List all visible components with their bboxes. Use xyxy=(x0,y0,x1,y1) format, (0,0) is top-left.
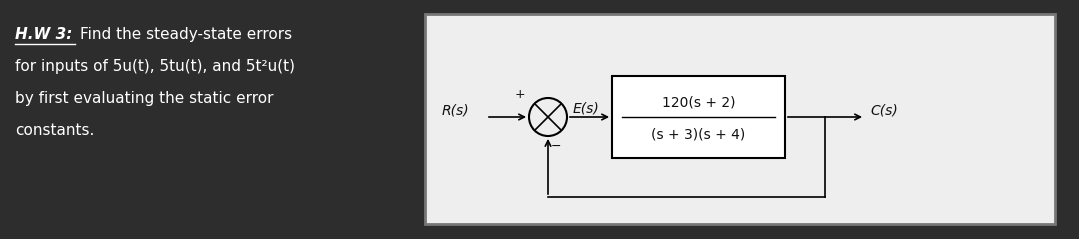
Text: (s + 3)(s + 4): (s + 3)(s + 4) xyxy=(652,128,746,142)
Text: by first evaluating the static error: by first evaluating the static error xyxy=(15,91,273,106)
Text: for inputs of 5u(t), 5tu(t), and 5t²u(t): for inputs of 5u(t), 5tu(t), and 5t²u(t) xyxy=(15,59,295,74)
Text: R(s): R(s) xyxy=(442,104,469,118)
Text: E(s): E(s) xyxy=(573,102,600,116)
Text: C(s): C(s) xyxy=(870,104,898,118)
Text: constants.: constants. xyxy=(15,123,94,138)
Text: −: − xyxy=(550,140,561,153)
Text: +: + xyxy=(515,87,525,101)
Text: H.W 3:: H.W 3: xyxy=(15,27,72,42)
Text: 120(s + 2): 120(s + 2) xyxy=(661,96,735,110)
Bar xyxy=(425,14,1055,224)
Circle shape xyxy=(529,98,566,136)
Text: Find the steady-state errors: Find the steady-state errors xyxy=(80,27,292,42)
Bar xyxy=(612,76,786,158)
